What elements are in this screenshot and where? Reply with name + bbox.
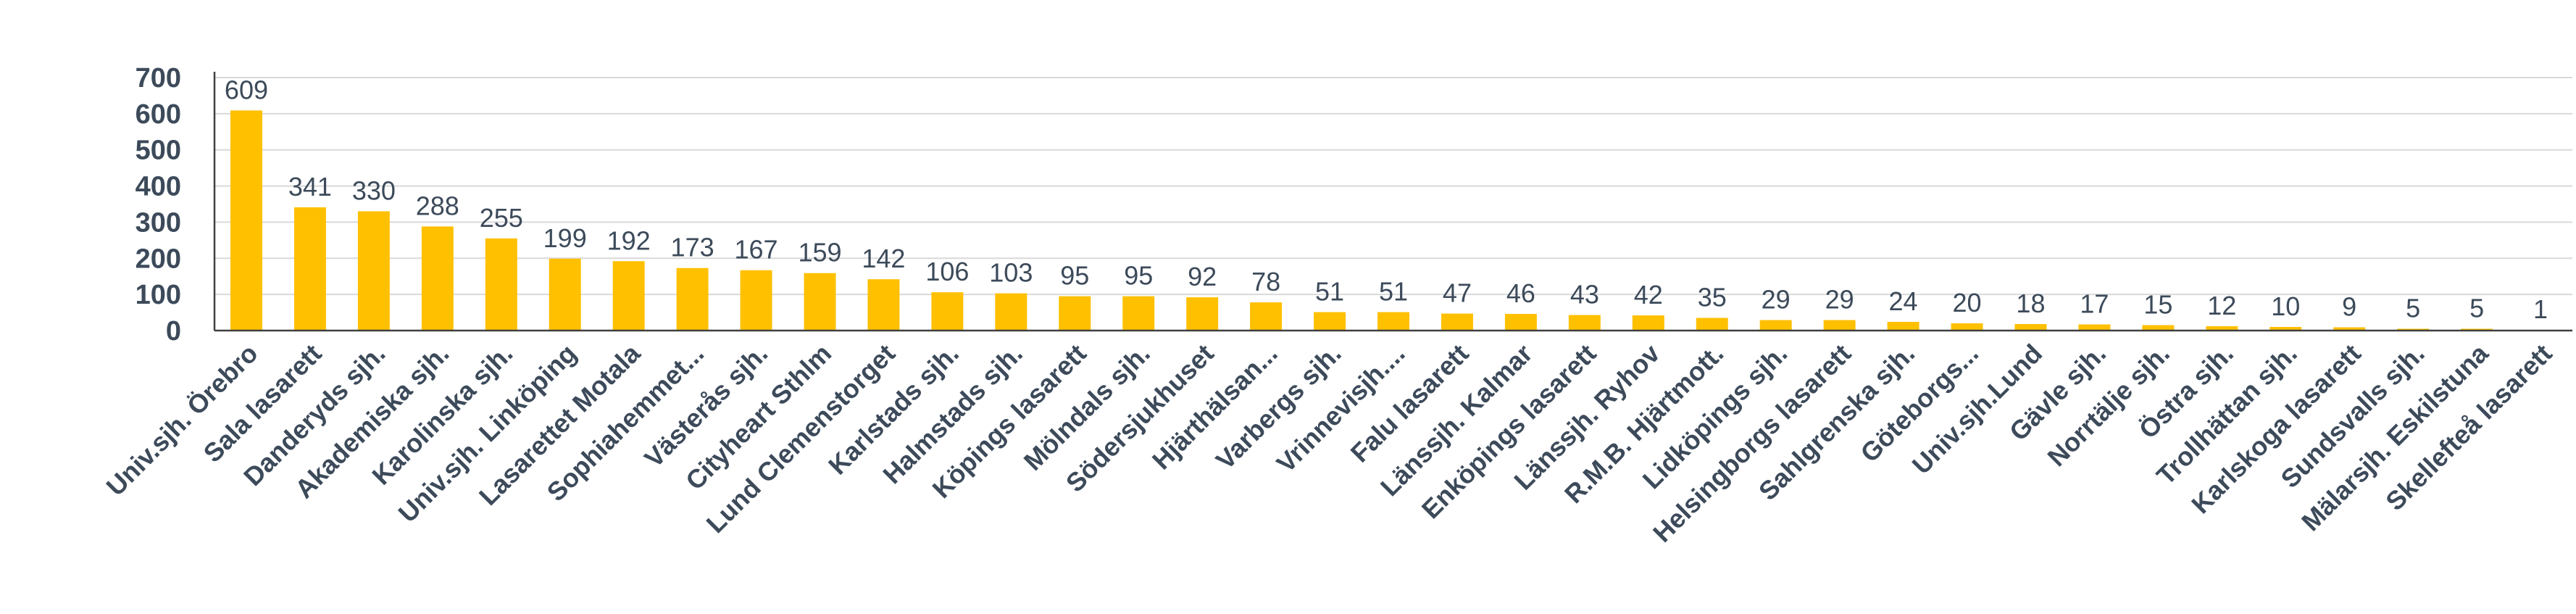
bar bbox=[1696, 318, 1728, 331]
data-label: 43 bbox=[1570, 280, 1599, 310]
y-tick-label: 500 bbox=[136, 136, 181, 166]
data-label: 51 bbox=[1315, 277, 1344, 307]
bar bbox=[1823, 320, 1856, 331]
data-label: 159 bbox=[798, 238, 841, 267]
bar bbox=[1568, 315, 1601, 331]
bar bbox=[1250, 302, 1283, 331]
bar bbox=[2333, 327, 2366, 331]
bar bbox=[2206, 326, 2238, 331]
data-label: 173 bbox=[671, 233, 714, 262]
bar bbox=[2269, 327, 2302, 331]
gridlines bbox=[214, 77, 2572, 296]
data-label: 18 bbox=[2016, 289, 2045, 318]
data-label: 330 bbox=[352, 175, 396, 205]
data-label: 167 bbox=[735, 235, 778, 265]
axes bbox=[213, 72, 2572, 332]
data-label: 78 bbox=[1251, 267, 1280, 296]
data-label: 5 bbox=[2406, 294, 2420, 323]
bar bbox=[357, 211, 390, 331]
data-label: 20 bbox=[1952, 288, 1981, 318]
data-label: 103 bbox=[989, 258, 1033, 288]
data-label: 35 bbox=[1698, 283, 1727, 312]
bar bbox=[676, 267, 709, 331]
data-label: 9 bbox=[2342, 292, 2356, 322]
bar bbox=[421, 226, 454, 331]
y-tick-label: 700 bbox=[136, 63, 181, 94]
bar bbox=[485, 238, 517, 331]
data-label: 51 bbox=[1379, 277, 1408, 307]
bar bbox=[1759, 320, 1792, 331]
bar bbox=[1314, 312, 1346, 331]
bars bbox=[230, 110, 2557, 331]
data-label: 142 bbox=[862, 244, 905, 273]
bar bbox=[293, 207, 326, 331]
data-label: 199 bbox=[543, 223, 587, 253]
y-tick-label: 200 bbox=[136, 244, 181, 274]
data-label: 95 bbox=[1124, 261, 1153, 291]
bar bbox=[549, 258, 581, 331]
data-label: 29 bbox=[1762, 285, 1791, 315]
data-label: 24 bbox=[1889, 286, 1918, 316]
data-label: 192 bbox=[607, 225, 651, 255]
data-label: 609 bbox=[225, 75, 268, 104]
data-label: 12 bbox=[2207, 291, 2236, 320]
data-label: 5 bbox=[2469, 294, 2484, 323]
data-label: 29 bbox=[1825, 285, 1854, 315]
bar bbox=[2078, 324, 2111, 331]
bar bbox=[1441, 313, 1473, 331]
y-tick-labels: 0 100 200 300 400 500 600 700 bbox=[136, 63, 181, 347]
bar bbox=[995, 293, 1028, 331]
bar bbox=[867, 279, 900, 331]
data-label: 1 bbox=[2533, 294, 2548, 324]
bar bbox=[1122, 296, 1155, 331]
data-label: 42 bbox=[1634, 280, 1663, 310]
data-label: 255 bbox=[480, 203, 523, 233]
bar bbox=[931, 292, 964, 331]
bar bbox=[804, 273, 836, 331]
data-label: 92 bbox=[1188, 262, 1217, 291]
y-tick-label: 100 bbox=[136, 280, 181, 310]
data-label: 95 bbox=[1060, 261, 1089, 291]
bar bbox=[1059, 296, 1091, 331]
bar bbox=[1186, 297, 1219, 331]
bar bbox=[1504, 314, 1537, 331]
bar bbox=[2142, 325, 2175, 331]
data-label: 341 bbox=[288, 172, 332, 202]
bar bbox=[612, 261, 645, 331]
data-label: 106 bbox=[925, 257, 969, 286]
data-label: 47 bbox=[1443, 278, 1472, 308]
bar bbox=[1632, 315, 1664, 331]
data-label: 15 bbox=[2143, 290, 2172, 320]
bar bbox=[1887, 322, 1920, 331]
y-tick-label: 0 bbox=[166, 316, 181, 347]
data-label: 288 bbox=[416, 191, 459, 220]
bar bbox=[1377, 312, 1409, 331]
bar bbox=[2014, 324, 2047, 331]
data-label: 10 bbox=[2271, 291, 2300, 321]
y-tick-label: 600 bbox=[136, 99, 181, 130]
bar bbox=[230, 110, 262, 331]
bar bbox=[1951, 323, 1983, 331]
data-label: 46 bbox=[1506, 278, 1535, 308]
y-tick-label: 300 bbox=[136, 207, 181, 238]
data-label: 17 bbox=[2080, 289, 2109, 319]
bar bbox=[740, 270, 772, 331]
y-tick-label: 400 bbox=[136, 172, 181, 202]
